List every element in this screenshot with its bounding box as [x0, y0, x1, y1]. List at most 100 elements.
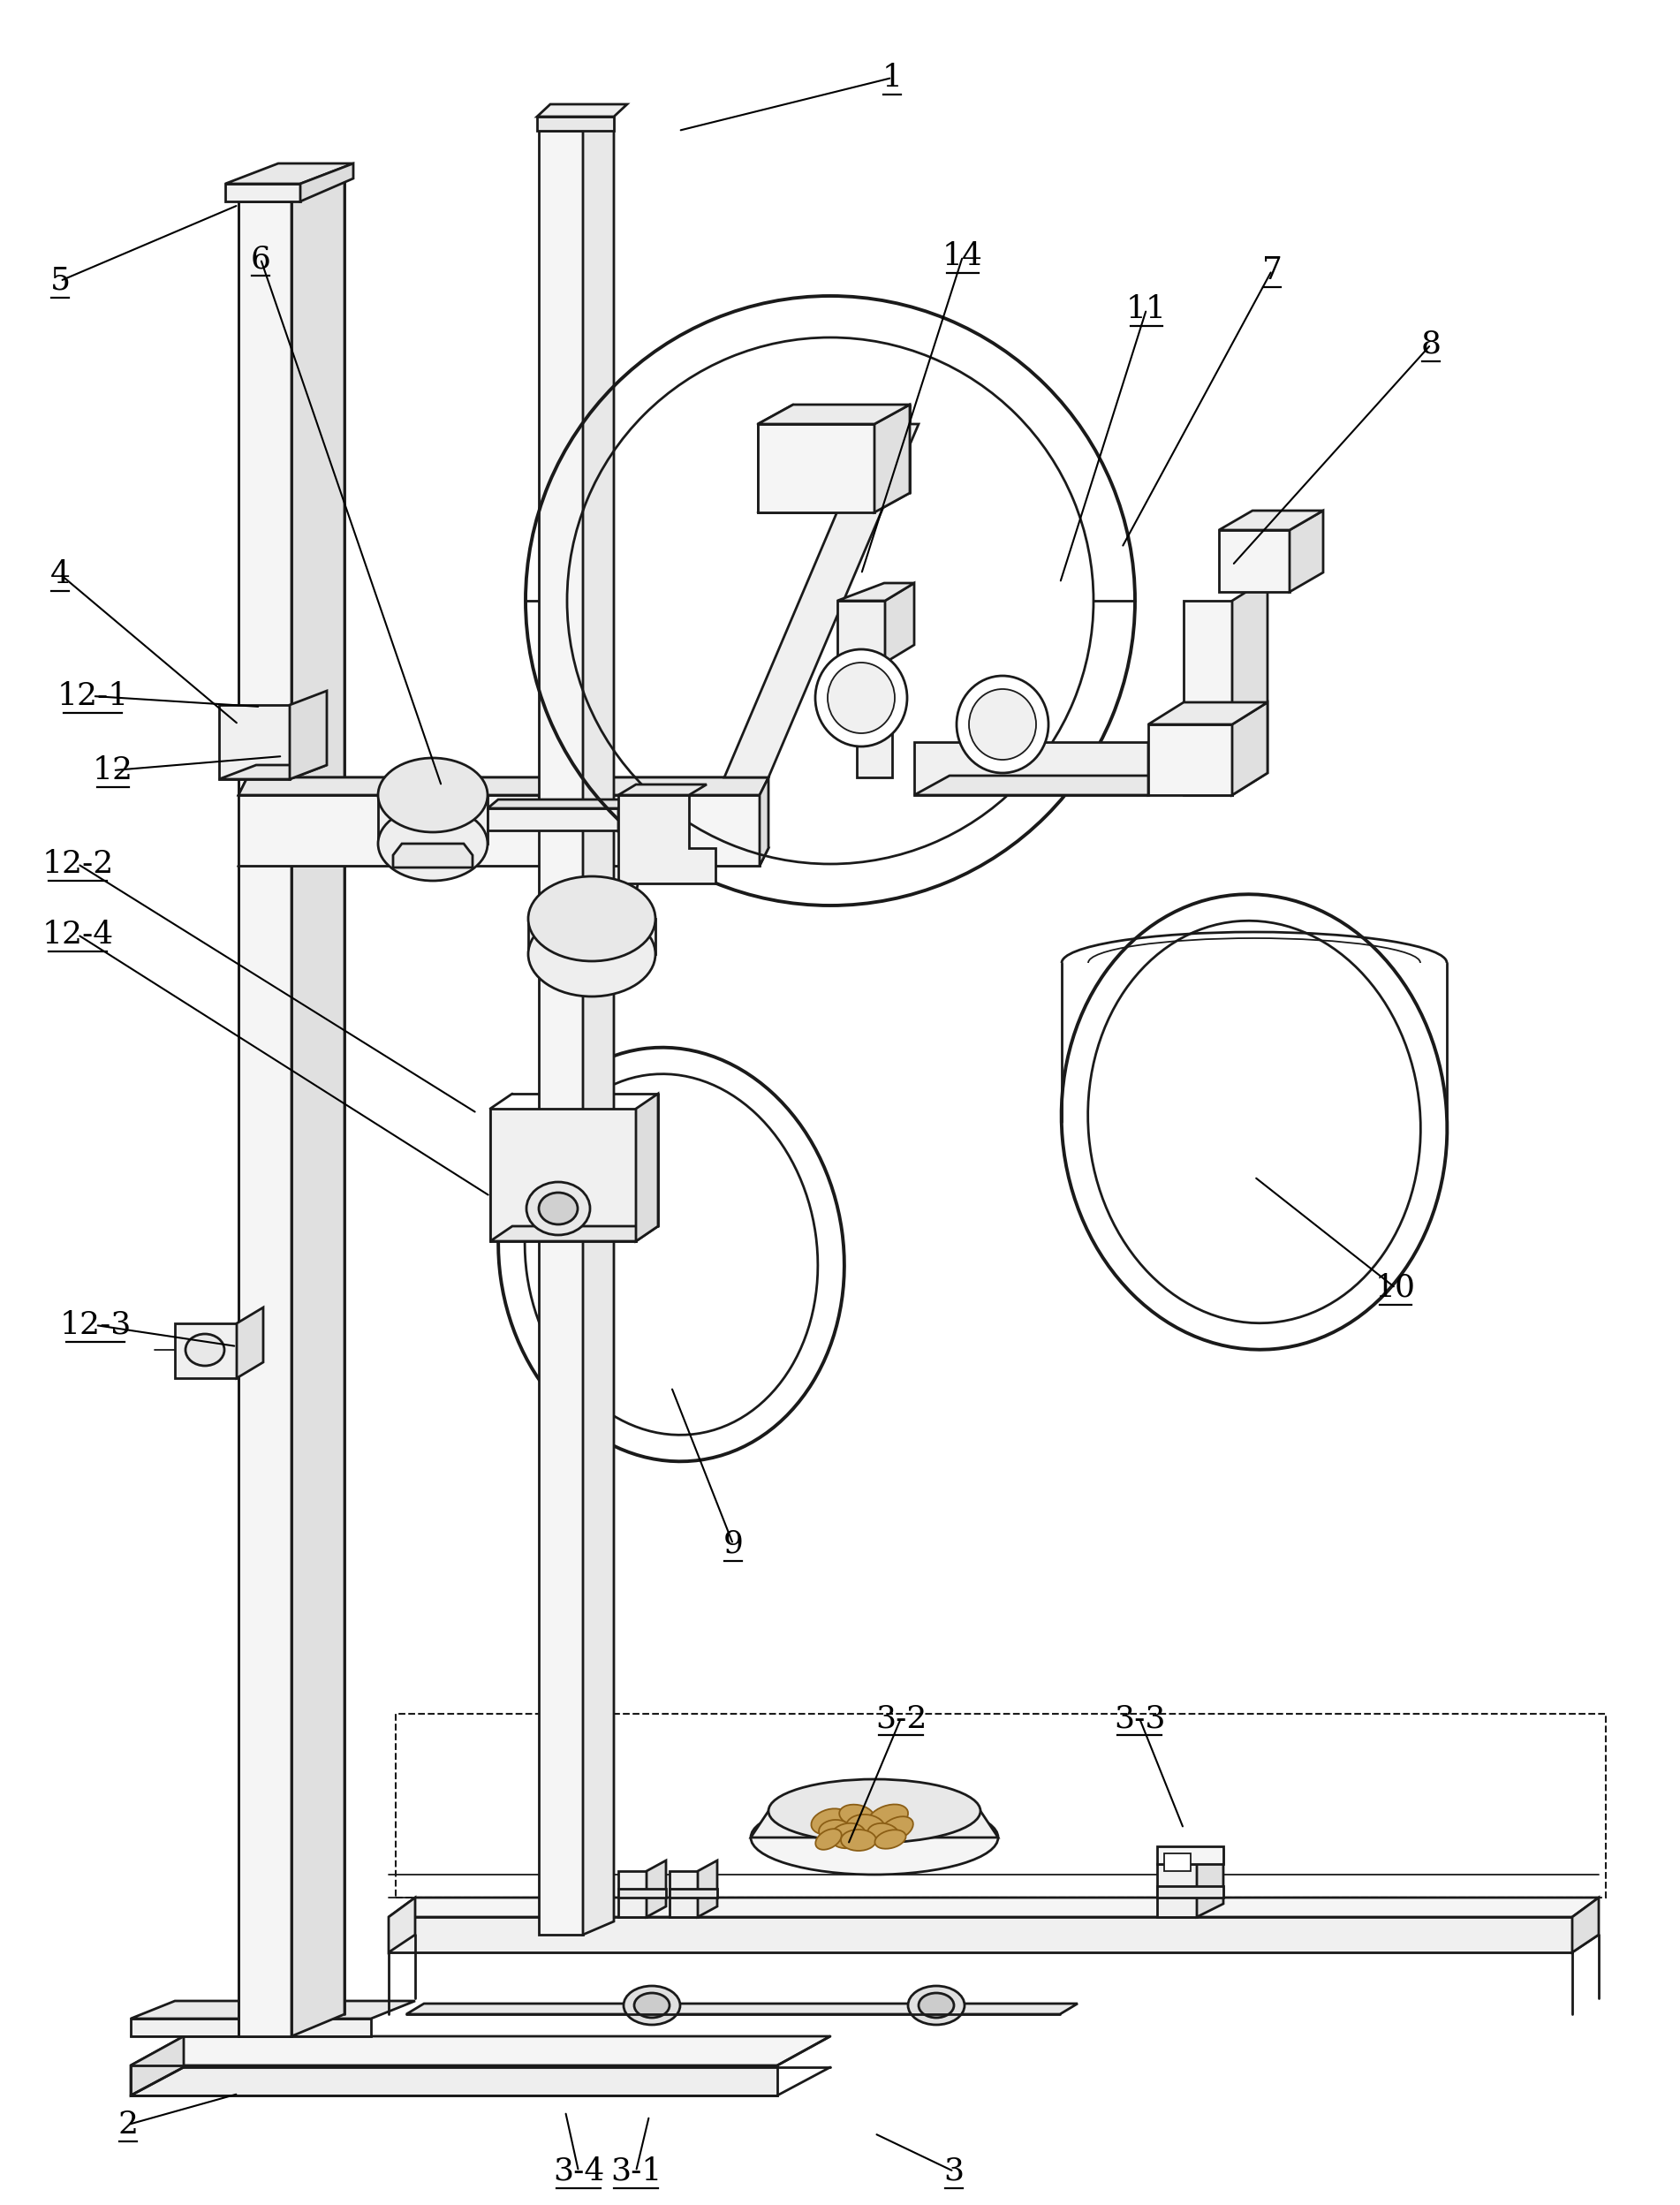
Polygon shape [885, 582, 914, 662]
Text: 3-3: 3-3 [1114, 1702, 1166, 1733]
Ellipse shape [828, 662, 895, 734]
Text: 12-1: 12-1 [57, 681, 129, 712]
Polygon shape [393, 845, 472, 867]
Ellipse shape [842, 1830, 877, 1850]
Polygon shape [131, 2035, 183, 2095]
Ellipse shape [633, 1993, 670, 2018]
Polygon shape [491, 1109, 637, 1241]
Polygon shape [724, 423, 919, 778]
Polygon shape [670, 1872, 697, 1916]
Polygon shape [875, 404, 911, 512]
Ellipse shape [815, 1828, 842, 1850]
Text: 6: 6 [250, 245, 270, 273]
Text: 9: 9 [722, 1530, 743, 1559]
Polygon shape [1158, 1863, 1196, 1916]
Text: 5: 5 [50, 267, 71, 295]
Ellipse shape [185, 1334, 225, 1365]
Polygon shape [239, 179, 344, 201]
Ellipse shape [499, 1047, 845, 1462]
Polygon shape [218, 765, 328, 778]
Polygon shape [837, 582, 914, 600]
Polygon shape [237, 1308, 264, 1378]
Ellipse shape [867, 1804, 909, 1832]
Text: 12-2: 12-2 [42, 849, 114, 880]
Polygon shape [131, 2000, 415, 2018]
Ellipse shape [880, 1817, 914, 1841]
Text: 3: 3 [944, 2156, 964, 2187]
Polygon shape [1220, 512, 1324, 529]
Polygon shape [239, 778, 768, 796]
Text: 14: 14 [942, 240, 983, 271]
Polygon shape [388, 1916, 1572, 1951]
Polygon shape [487, 800, 628, 809]
Polygon shape [538, 117, 613, 130]
Polygon shape [528, 919, 655, 955]
Text: 11: 11 [1126, 293, 1168, 324]
Polygon shape [175, 1323, 237, 1378]
Ellipse shape [907, 1987, 964, 2024]
Ellipse shape [1062, 895, 1446, 1349]
Polygon shape [1290, 512, 1324, 591]
Ellipse shape [526, 1182, 590, 1235]
Polygon shape [837, 600, 885, 662]
Polygon shape [1147, 703, 1267, 725]
Polygon shape [388, 1934, 1599, 1951]
Text: 12-3: 12-3 [59, 1310, 131, 1341]
Polygon shape [1196, 1850, 1223, 1916]
Polygon shape [239, 201, 292, 2035]
Polygon shape [301, 163, 353, 201]
Polygon shape [758, 404, 911, 423]
Polygon shape [618, 785, 707, 796]
Polygon shape [538, 104, 627, 117]
Polygon shape [131, 2035, 830, 2066]
Ellipse shape [539, 1193, 578, 1224]
Text: 12-4: 12-4 [42, 919, 114, 950]
Polygon shape [487, 809, 618, 831]
Polygon shape [670, 1890, 717, 1899]
Ellipse shape [811, 1808, 850, 1835]
Ellipse shape [1089, 922, 1421, 1323]
Text: 12: 12 [92, 756, 133, 785]
Polygon shape [1158, 1885, 1223, 1899]
Text: 3-4: 3-4 [553, 2156, 605, 2187]
Text: 7: 7 [1262, 256, 1282, 284]
Polygon shape [225, 163, 353, 183]
Polygon shape [131, 2018, 371, 2035]
Polygon shape [618, 796, 716, 884]
Polygon shape [618, 1890, 665, 1899]
Polygon shape [618, 800, 628, 831]
Polygon shape [239, 796, 759, 867]
Polygon shape [618, 1872, 647, 1916]
Polygon shape [1147, 725, 1231, 796]
Ellipse shape [867, 1824, 899, 1846]
Polygon shape [1158, 1846, 1223, 1863]
Ellipse shape [378, 759, 487, 831]
Polygon shape [914, 743, 1147, 796]
Polygon shape [239, 849, 768, 867]
Ellipse shape [956, 675, 1048, 774]
Ellipse shape [919, 1993, 954, 2018]
Polygon shape [1231, 578, 1267, 796]
Polygon shape [1164, 1854, 1191, 1872]
Ellipse shape [969, 688, 1037, 761]
Polygon shape [1184, 600, 1231, 796]
Ellipse shape [751, 1801, 998, 1874]
Ellipse shape [623, 1987, 680, 2024]
Polygon shape [289, 690, 328, 778]
Ellipse shape [875, 1830, 906, 1848]
Polygon shape [388, 1899, 415, 1951]
Text: 4: 4 [50, 560, 71, 589]
Ellipse shape [378, 807, 487, 880]
Polygon shape [637, 1094, 659, 1241]
Text: 10: 10 [1376, 1272, 1416, 1303]
Polygon shape [539, 130, 583, 1934]
Ellipse shape [524, 1074, 818, 1435]
Polygon shape [407, 2004, 1077, 2013]
Polygon shape [131, 2066, 778, 2095]
Polygon shape [1220, 529, 1290, 591]
Polygon shape [292, 179, 344, 2035]
Polygon shape [378, 796, 487, 845]
Polygon shape [751, 1810, 998, 1837]
Text: 3-2: 3-2 [875, 1702, 927, 1733]
Polygon shape [583, 117, 613, 1934]
